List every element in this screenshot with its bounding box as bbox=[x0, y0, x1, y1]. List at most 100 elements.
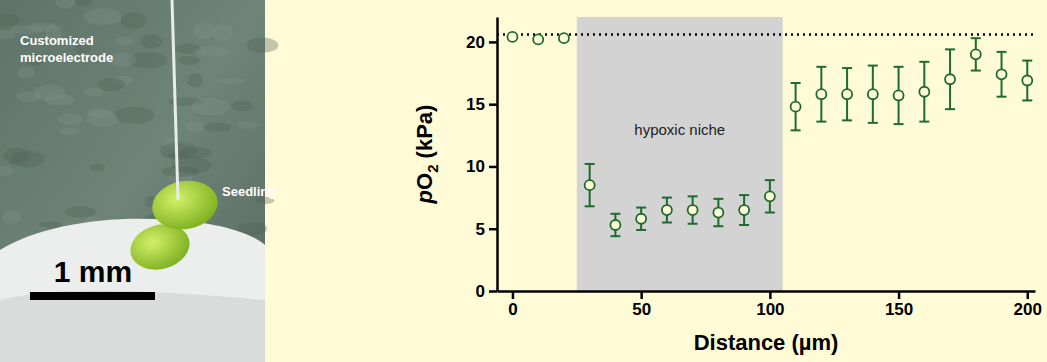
error-bar-cap bbox=[636, 229, 646, 231]
error-bar-cap bbox=[894, 66, 904, 68]
photo-texture bbox=[57, 113, 84, 125]
point bbox=[816, 89, 826, 99]
error-bar bbox=[610, 214, 620, 236]
photo-texture bbox=[34, 85, 65, 102]
x-axis-tick-mark bbox=[512, 291, 515, 299]
photo-texture bbox=[0, 166, 14, 176]
x-axis-line bbox=[498, 290, 1036, 293]
y-axis-title: pO2 (kPa) bbox=[412, 105, 441, 205]
error-bar bbox=[919, 62, 929, 122]
x-axis-tick: 150 bbox=[885, 291, 913, 319]
y-axis-tick-label: 15 bbox=[466, 95, 485, 114]
x-axis-tick-mark bbox=[769, 291, 772, 299]
x-axis-tick-mark bbox=[1027, 291, 1030, 299]
error-bar-cap bbox=[585, 163, 595, 165]
point bbox=[507, 32, 517, 42]
point bbox=[894, 90, 904, 100]
y-axis-tick-mark bbox=[489, 41, 497, 44]
photo-texture bbox=[217, 78, 246, 84]
error-bar bbox=[842, 68, 852, 120]
error-bar bbox=[713, 199, 723, 226]
y-axis-tick: 20 bbox=[466, 33, 497, 52]
error-bar bbox=[894, 67, 904, 124]
y-axis-tick-label: 10 bbox=[466, 157, 485, 176]
point bbox=[559, 33, 569, 43]
photo-texture bbox=[162, 166, 199, 177]
y-axis-line bbox=[496, 18, 499, 292]
error-bar-cap bbox=[945, 108, 955, 110]
x-axis-tick-label: 100 bbox=[756, 300, 784, 319]
photo-panel: CustomizedmicroelectrodeSeedling1 mm bbox=[0, 0, 278, 362]
photo-texture bbox=[114, 107, 154, 124]
photo-texture bbox=[4, 147, 29, 164]
error-bar bbox=[688, 196, 698, 223]
photo-texture bbox=[237, 121, 258, 129]
error-bar-cap bbox=[842, 119, 852, 121]
y-axis: 0 5 10 15 20 bbox=[466, 18, 497, 301]
photo-texture bbox=[60, 128, 81, 136]
error-bar-cap bbox=[791, 82, 801, 84]
point bbox=[739, 205, 749, 215]
y-axis-tick-label: 0 bbox=[476, 282, 485, 301]
y-axis-tick: 5 bbox=[476, 220, 497, 239]
y-axis-tick-mark bbox=[489, 166, 497, 169]
error-bar-cap bbox=[713, 198, 723, 200]
error-bar-cap bbox=[816, 121, 826, 123]
shaded-region bbox=[577, 17, 783, 291]
y-axis-tick-mark bbox=[489, 103, 497, 106]
error-bar-cap bbox=[1022, 60, 1032, 62]
plot-area bbox=[497, 17, 1035, 291]
figure: CustomizedmicroelectrodeSeedling1 mm hypo… bbox=[0, 0, 1047, 362]
support bbox=[0, 219, 265, 362]
error-bar-cap bbox=[713, 225, 723, 227]
point bbox=[585, 180, 595, 190]
error-bar bbox=[739, 195, 749, 225]
scale-bar-label: 1 mm bbox=[54, 255, 132, 288]
error-bar bbox=[662, 198, 672, 223]
photo-texture bbox=[204, 123, 232, 132]
photo-texture bbox=[187, 73, 203, 87]
point bbox=[919, 87, 929, 97]
point bbox=[713, 208, 723, 218]
x-axis-tick-label: 50 bbox=[632, 300, 651, 319]
support-shade bbox=[0, 291, 265, 362]
error-bar-cap bbox=[971, 70, 981, 72]
photo-texture bbox=[28, 23, 57, 32]
point bbox=[971, 49, 981, 59]
photo-texture bbox=[65, 206, 97, 217]
error-bar bbox=[1022, 61, 1032, 101]
photo-texture bbox=[55, 0, 75, 9]
photo-texture bbox=[87, 110, 118, 127]
photo-texture bbox=[194, 46, 230, 57]
photo-texture bbox=[115, 37, 135, 45]
x-axis-tick-mark bbox=[640, 291, 643, 299]
point bbox=[868, 89, 878, 99]
y-axis-tick-mark bbox=[489, 290, 497, 293]
microelectrode bbox=[172, 0, 178, 200]
error-bar bbox=[765, 180, 775, 212]
error-bar-cap bbox=[610, 213, 620, 215]
point bbox=[662, 205, 672, 215]
error-bar bbox=[868, 66, 878, 123]
error-bar-cap bbox=[739, 194, 749, 196]
point bbox=[945, 74, 955, 84]
y-axis-tick: 15 bbox=[466, 95, 497, 114]
x-axis-tick-label: 200 bbox=[1014, 300, 1042, 319]
photo-texture bbox=[232, 100, 253, 111]
point bbox=[1022, 76, 1032, 86]
error-bar-cap bbox=[636, 207, 646, 209]
error-bar-cap bbox=[894, 123, 904, 125]
electrode-label-line: Customized bbox=[20, 33, 94, 48]
error-bar-cap bbox=[739, 224, 749, 226]
photo-texture bbox=[18, 67, 35, 79]
region-label: hypoxic niche bbox=[634, 121, 725, 138]
x-axis-tick: 0 bbox=[508, 291, 517, 319]
y-axis-tick-mark bbox=[489, 228, 497, 231]
photo-texture bbox=[212, 24, 233, 42]
electrode-label: Customizedmicroelectrode bbox=[20, 33, 113, 65]
photo-texture bbox=[90, 164, 105, 172]
x-axis-tick-label: 0 bbox=[508, 300, 517, 319]
error-bar bbox=[816, 67, 826, 122]
photo-texture bbox=[185, 121, 205, 132]
error-bar-cap bbox=[610, 235, 620, 237]
